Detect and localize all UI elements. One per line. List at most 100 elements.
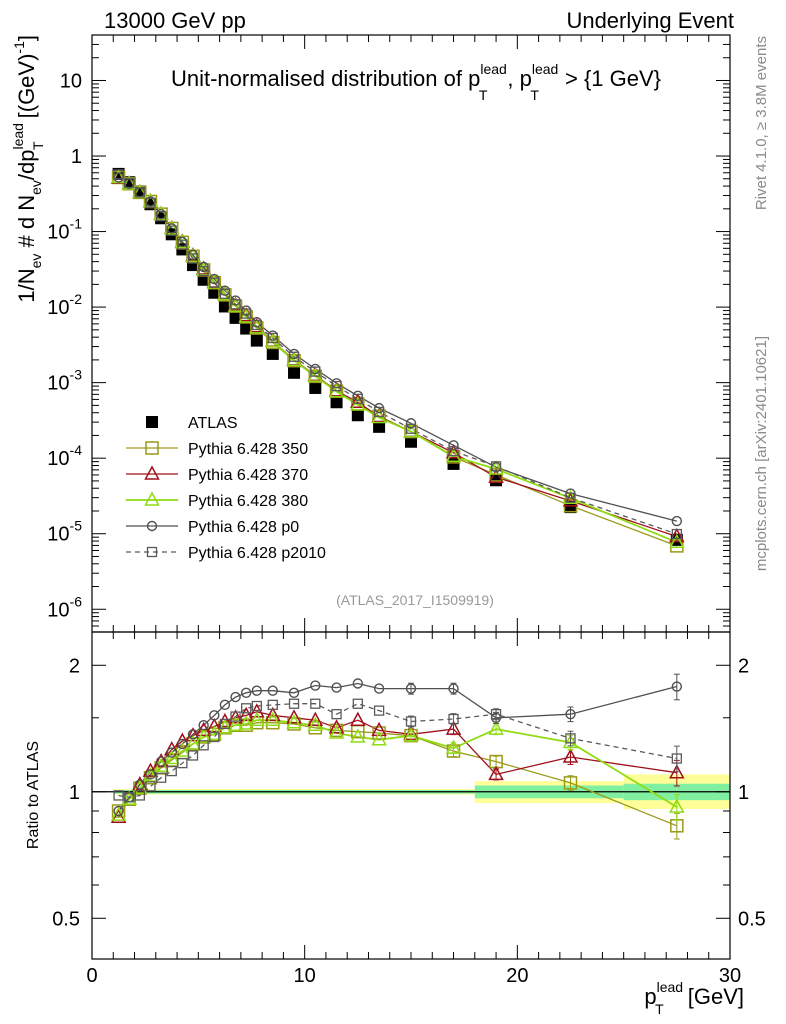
y-tick-label: 10-5 — [47, 518, 82, 546]
ratio-point-p2010 — [405, 716, 417, 727]
main-point-p370 — [445, 444, 462, 459]
main-point-atlas — [250, 334, 263, 347]
ratio-point-p350 — [111, 804, 126, 818]
main-point-atlas — [229, 311, 242, 324]
ratio-point-p0 — [240, 687, 252, 698]
ratio-point-p370 — [307, 711, 324, 726]
legend-entry-p380: Pythia 6.428 380 — [126, 491, 308, 510]
main-point-p2010 — [177, 239, 188, 250]
mcplots-label: mcplots.cern.ch [arXiv:2401.10621] — [753, 336, 770, 571]
ratio-point-p0 — [251, 685, 263, 696]
ratio-point-p0 — [405, 683, 417, 694]
ratio-point-p370 — [142, 762, 159, 777]
main-point-p380 — [249, 319, 265, 334]
main-y-axis-label: 1/Nev # d Nev/dplead T [(GeV)-1] — [10, 35, 46, 303]
ratio-point-p0 — [187, 729, 199, 740]
ratio-point-p370 — [227, 709, 244, 724]
ratio-point-p370 — [350, 711, 366, 726]
ratio-point-p2010 — [448, 713, 459, 725]
legend-label: ATLAS — [188, 415, 238, 432]
ratio-point-p2010 — [166, 765, 177, 777]
ratio-uncertainty-band — [92, 774, 730, 809]
main-title: Unit-normalised distribution of plead T, … — [171, 61, 661, 103]
main-point-p2010 — [230, 299, 241, 310]
main-point-atlas — [351, 409, 364, 422]
ratio-y-tick-label-right: 0.5 — [738, 908, 766, 930]
main-point-p370 — [669, 527, 685, 543]
legend-marker-p2010 — [146, 546, 158, 558]
ratio-point-p380 — [121, 790, 137, 805]
ratio-point-p370 — [238, 706, 254, 722]
main-point-p2010 — [373, 406, 385, 418]
main-point-p2010 — [352, 393, 363, 405]
main-point-p380 — [185, 247, 201, 263]
main-point-p0 — [405, 418, 417, 429]
ratio-point-p2010 — [373, 705, 385, 716]
main-point-atlas — [197, 273, 210, 286]
legend-marker-atlas — [146, 416, 158, 428]
ratio-markers — [110, 673, 685, 840]
ratio-y-tick-label-right: 2 — [738, 655, 749, 677]
main-point-p380 — [174, 233, 191, 249]
main-point-p370 — [562, 492, 579, 507]
y-tick-label: 10-4 — [47, 442, 82, 470]
ratio-point-p2010 — [490, 709, 502, 720]
header-left: 13000 GeV pp — [104, 8, 246, 33]
main-point-atlas — [266, 347, 279, 360]
ratio-point-p380 — [195, 728, 212, 743]
ratio-point-p0 — [198, 720, 209, 731]
ratio-point-p0 — [134, 779, 146, 790]
ratio-point-p370 — [185, 727, 201, 742]
ratio-point-p0 — [448, 683, 459, 694]
main-point-p0 — [671, 515, 683, 527]
main-point-p2010 — [113, 169, 124, 180]
ratio-point-p0 — [310, 680, 321, 691]
main-point-p380 — [163, 220, 180, 235]
ratio-point-p2010 — [251, 700, 262, 712]
ratio-point-p370 — [445, 720, 462, 735]
legend-label: Pythia 6.428 380 — [188, 493, 308, 510]
legend-marker-p350 — [145, 441, 159, 455]
ratio-point-p2010 — [177, 757, 188, 769]
ratio-line-p2010 — [118, 703, 677, 798]
ratio-point-p2010 — [187, 750, 199, 761]
ratio-point-p2010 — [288, 698, 300, 709]
ratio-point-p2010 — [352, 698, 363, 709]
x-tick-label: 10 — [294, 965, 316, 987]
legend-entry-p370: Pythia 6.428 370 — [126, 465, 308, 484]
ratio-point-p2010 — [241, 703, 252, 714]
ratio-point-p380 — [249, 711, 265, 726]
ratio-point-p0 — [230, 691, 241, 703]
ratio-frame — [91, 631, 731, 960]
ratio-point-p380 — [217, 719, 233, 734]
ratio-point-p0 — [671, 681, 683, 692]
main-point-atlas — [309, 381, 322, 394]
main-markers — [110, 167, 685, 553]
ratio-point-p370 — [328, 719, 345, 734]
main-point-p0 — [448, 440, 459, 451]
main-point-p380 — [307, 367, 324, 382]
main-point-atlas — [288, 366, 301, 379]
legend-label: Pythia 6.428 370 — [188, 467, 308, 484]
ratio-point-p370 — [206, 717, 223, 733]
x-axis-label: plead T [GeV] — [644, 979, 744, 1017]
main-point-p2010 — [145, 197, 156, 208]
legend-marker-p380 — [144, 491, 160, 506]
ratio-point-p380 — [227, 716, 244, 731]
axis-ticks: 0 10 20 30 10-6 10-5 10-4 10-3 10-2 10-1 1 10 0.5 0.5… — [47, 34, 766, 987]
ratio-point-p2010 — [219, 718, 231, 730]
analysis-id: (ATLAS_2017_I1509919) — [336, 592, 494, 608]
ratio-point-p0 — [565, 708, 576, 720]
ratio-point-p0 — [219, 699, 231, 711]
main-point-p380 — [227, 297, 244, 312]
main-point-p2010 — [448, 445, 459, 457]
ratio-point-p380 — [403, 727, 419, 742]
y-tick-label: 10-6 — [47, 593, 82, 621]
main-point-atlas — [447, 457, 460, 470]
x-tick-label: 30 — [719, 965, 741, 987]
main-point-atlas — [208, 286, 221, 299]
legend: ATLAS Pythia 6.428 350 Pythia 6.428 370 Pyt… — [126, 415, 326, 562]
main-point-p2010 — [155, 210, 167, 222]
ratio-y-tick-label-right: 1 — [738, 782, 749, 804]
